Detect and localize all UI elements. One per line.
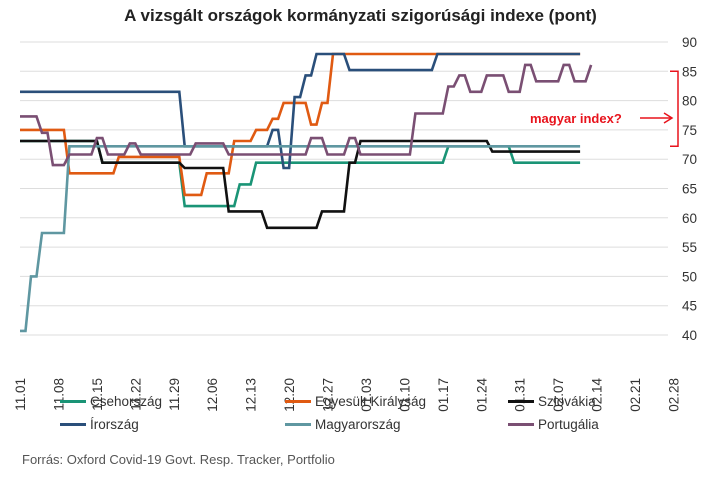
x-tick-label: 02.14 (590, 378, 605, 412)
y-tick-label: 40 (682, 328, 697, 343)
legend-label: Magyarország (315, 417, 401, 432)
x-tick-label: 12.27 (321, 378, 336, 412)
legend-label: Írország (90, 417, 139, 432)
legend-swatch (60, 422, 86, 426)
x-tick-label: 02.28 (666, 378, 681, 412)
y-axis-ticks: 40 45 50 55 60 65 70 75 80 85 90 (682, 35, 697, 343)
y-tick-label: 65 (682, 182, 697, 197)
legend-item-csehorszag: Csehország (60, 394, 162, 409)
x-tick-label: 02.07 (551, 378, 566, 412)
legend-item-magyarorszag: Magyarország (285, 417, 401, 432)
x-tick-label: 12.13 (244, 378, 259, 412)
legend-label: Szlovákia (538, 394, 596, 409)
y-tick-label: 45 (682, 299, 697, 314)
legend-item-szlovakia: Szlovákia (508, 394, 596, 409)
y-tick-label: 50 (682, 269, 697, 284)
y-tick-label: 70 (682, 152, 697, 167)
legend-label: Portugália (538, 417, 599, 432)
x-tick-label: 11.22 (128, 378, 143, 411)
series-line (20, 52, 581, 197)
y-tick-label: 75 (682, 123, 697, 138)
x-tick-label: 11.01 (13, 378, 28, 411)
legend-label: Csehország (90, 394, 163, 409)
series-line (20, 63, 593, 167)
x-tick-label: 11.29 (167, 378, 182, 411)
legend-swatch (285, 422, 311, 426)
x-tick-label: 11.15 (90, 378, 105, 411)
legend-swatch (60, 399, 86, 403)
y-tick-label: 55 (682, 240, 697, 255)
x-tick-label: 01.03 (359, 378, 374, 412)
series-line (20, 139, 581, 230)
y-tick-label: 60 (682, 211, 697, 226)
annotation-arrowhead (663, 112, 674, 124)
legend-item-egyesult-kiralysag: Egyesült Királyság (285, 394, 426, 409)
annotation-label: magyar index? (530, 111, 622, 126)
source-note: Forrás: Oxford Covid-19 Govt. Resp. Trac… (22, 452, 335, 467)
y-tick-label: 80 (682, 94, 697, 109)
x-axis-ticks: 11.01 11.08 11.15 11.22 11.29 12.06 12.13 12.20… (13, 378, 681, 412)
x-tick-label: 02.21 (628, 378, 643, 412)
legend-item-irorszag: Írország (60, 417, 139, 432)
legend-swatch (508, 399, 534, 403)
grid-lines (20, 41, 668, 336)
legend-swatch (508, 422, 534, 426)
chart-title: A vizsgált országok kormányzati szigorús… (124, 6, 597, 25)
x-tick-label: 01.10 (397, 378, 412, 412)
y-tick-label: 90 (682, 35, 697, 50)
x-tick-label: 01.24 (474, 378, 489, 412)
series-line (20, 145, 581, 333)
legend-item-portugalia: Portugália (508, 417, 599, 432)
x-tick-label: 12.06 (205, 378, 220, 412)
legend-label: Egyesült Királyság (315, 394, 427, 409)
y-tick-label: 85 (682, 64, 697, 79)
x-tick-label: 12.20 (282, 378, 297, 412)
x-tick-label: 01.17 (436, 378, 451, 412)
x-tick-label: 01.31 (513, 378, 528, 412)
legend-swatch (285, 399, 311, 403)
annotation-group: magyar index? (530, 70, 679, 148)
series-lines (20, 52, 593, 333)
annotation-bracket (670, 70, 679, 148)
